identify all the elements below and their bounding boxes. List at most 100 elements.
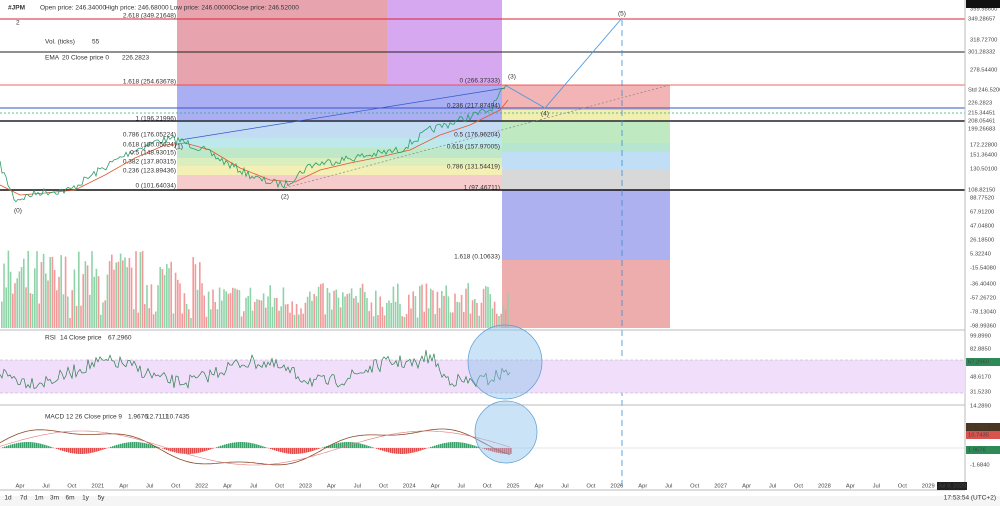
fib-zone [177, 148, 502, 158]
time-tick: Oct [67, 484, 76, 490]
volume-bar [489, 294, 491, 328]
volume-bar [278, 310, 280, 328]
fib-label: 1 (196.21996) [136, 116, 176, 123]
volume-bar [146, 285, 148, 328]
volume-bar [16, 278, 18, 328]
macd-bar [296, 448, 298, 454]
volume-bar [399, 303, 401, 328]
volume-bar [130, 267, 133, 328]
volume-bar [174, 272, 177, 328]
indicator-name: EMA [45, 55, 60, 62]
wave-label: (3) [508, 74, 516, 81]
volume-bar [183, 293, 186, 328]
macd-bar [272, 448, 274, 450]
macd-bar [438, 444, 440, 448]
fib-label: 1.618 (0.10633) [454, 254, 500, 261]
volume-bar [199, 262, 201, 328]
macd-bar [134, 442, 136, 449]
macd-bar [170, 448, 172, 452]
time-tick: Jul [769, 484, 776, 490]
volume-bar [335, 289, 337, 328]
macd-bar [224, 444, 226, 448]
volume-bar [372, 316, 375, 328]
volume-bar [498, 316, 500, 328]
macd-bar [122, 443, 124, 449]
macd-bar [204, 448, 206, 452]
volume-bar [201, 283, 203, 328]
macd-bar [464, 443, 466, 449]
macd-bar [504, 448, 506, 454]
time-tick: Oct [794, 484, 803, 490]
macd-bar [186, 448, 188, 454]
volume-bar [452, 312, 454, 328]
range-button[interactable]: 6m [65, 495, 74, 502]
volume-bar [262, 293, 265, 328]
fib-label: 0.618 (160.05624) [123, 142, 176, 149]
volume-bar [128, 257, 131, 328]
range-button[interactable]: 1d [4, 495, 12, 502]
volume-bar [163, 275, 166, 328]
volume-bar [29, 293, 32, 328]
volume-bars [1, 250, 509, 328]
volume-bar [95, 268, 98, 328]
highlight-circle [474, 400, 538, 464]
volume-bar [67, 296, 69, 328]
volume-bar [117, 261, 120, 328]
time-tick: Apr [119, 484, 128, 490]
volume-bar [460, 294, 463, 328]
fib-zone [502, 260, 670, 328]
volume-bar [423, 311, 425, 328]
price-tick: 26.18500 [970, 238, 994, 244]
macd-bar [338, 442, 340, 449]
macd-bar [216, 447, 218, 448]
range-button[interactable]: 1m [34, 495, 43, 502]
volume-bar [430, 288, 432, 328]
indicator-value: 1.9676 [128, 414, 148, 421]
volume-bar [465, 288, 467, 328]
macd-bar [332, 444, 334, 449]
time-tick: 2029 [922, 484, 935, 490]
macd-bar [90, 448, 92, 453]
macd-bar [328, 445, 330, 449]
macd-bar [178, 448, 180, 454]
price-badge-label: 208.05461 [968, 119, 995, 125]
volume-bar [480, 302, 483, 328]
volume-bar [172, 313, 175, 328]
range-button[interactable]: 3m [50, 495, 59, 502]
volume-bar [271, 306, 274, 328]
volume-bar [212, 289, 214, 328]
macd-bar [150, 444, 152, 449]
volume-bar [179, 283, 181, 328]
volume-bar [284, 304, 287, 328]
price-tick: -57.26720 [970, 296, 996, 302]
macd-bar [336, 443, 338, 449]
volume-bar [342, 292, 344, 328]
rsi-band [0, 360, 965, 393]
volume-bar [357, 302, 359, 328]
range-button[interactable]: 5y [98, 495, 106, 502]
fib-label: 0 (101.64034) [136, 183, 176, 190]
time-tick: Apr [223, 484, 232, 490]
range-button[interactable]: 1y [82, 495, 90, 502]
volume-bar [124, 257, 126, 328]
volume-bar [64, 256, 67, 328]
macd-bar [450, 442, 452, 448]
volume-bar [170, 261, 172, 328]
range-button[interactable]: 7d [20, 495, 28, 502]
volume-bar [7, 250, 10, 328]
volume-bar [333, 290, 335, 328]
price-tick: -36.40400 [970, 282, 996, 288]
volume-bar [432, 290, 434, 328]
macd-bar [290, 448, 292, 454]
macd-bar [476, 446, 478, 448]
macd-bar [286, 448, 288, 454]
macd-bar [492, 448, 494, 452]
time-tick: 2022 [195, 484, 208, 490]
macd-bar [436, 445, 438, 449]
macd-bar [402, 448, 404, 454]
close-price: Close price: 246.52000 [232, 5, 299, 12]
time-tick: 2021 [91, 484, 104, 490]
volume-bar [194, 264, 197, 328]
volume-bar [258, 299, 260, 328]
macd-bar [442, 443, 444, 449]
